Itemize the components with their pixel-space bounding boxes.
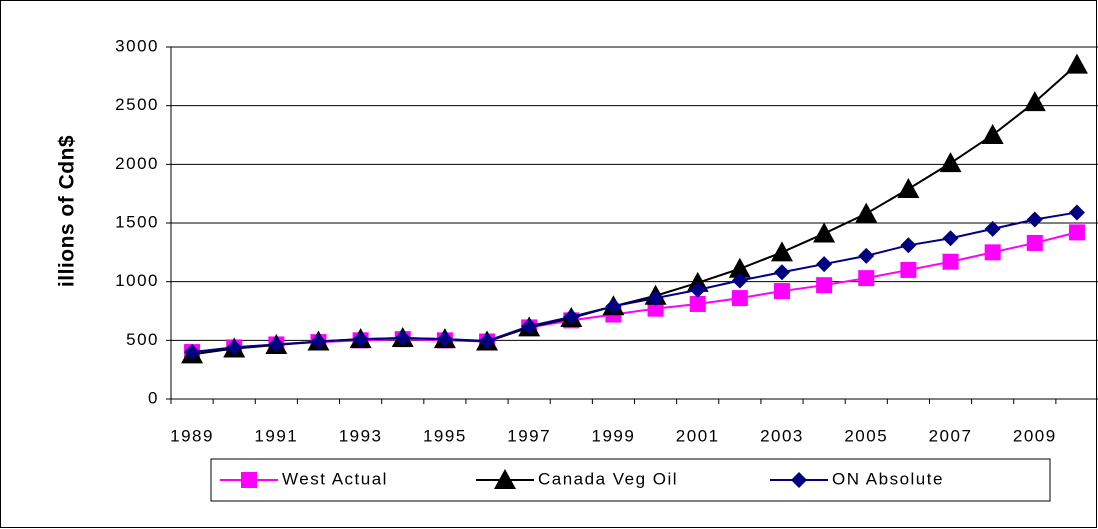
data-point — [1065, 53, 1088, 74]
x-tick-label: 2001 — [676, 426, 720, 445]
x-tick-label: 2009 — [1013, 426, 1057, 445]
legend-box — [210, 458, 1051, 502]
data-point — [984, 244, 1001, 261]
data-point — [310, 333, 327, 350]
data-point — [563, 308, 580, 325]
data-point — [770, 241, 793, 262]
data-point — [939, 152, 962, 173]
data-point — [394, 329, 411, 346]
data-point — [942, 253, 959, 270]
data-point — [900, 237, 917, 254]
legend-label: West Actual — [282, 469, 388, 488]
legend-marker — [791, 472, 807, 488]
data-point — [728, 257, 751, 278]
data-point — [858, 270, 875, 287]
legend-marker — [241, 472, 257, 488]
data-point — [984, 220, 1001, 237]
x-tick-label: 2007 — [929, 426, 973, 445]
data-point — [1068, 204, 1085, 221]
legend-label: Canada Veg Oil — [538, 469, 678, 488]
data-point — [521, 318, 538, 335]
y-axis-label: Millions of Cdn$ — [56, 135, 79, 305]
x-tick-label: 2003 — [760, 426, 804, 445]
data-point — [1023, 91, 1046, 112]
data-point — [268, 336, 285, 353]
data-point — [813, 222, 836, 243]
data-point — [184, 344, 201, 361]
data-point — [436, 331, 453, 348]
y-tick-label: 3000 — [115, 36, 159, 55]
data-point — [816, 256, 833, 273]
y-tick-label: 0 — [148, 388, 159, 407]
data-point — [1026, 234, 1043, 251]
legend-label: ON Absolute — [832, 469, 944, 488]
data-point — [942, 230, 959, 247]
y-tick-label: 500 — [126, 330, 159, 349]
data-point — [1026, 211, 1043, 228]
data-point — [816, 277, 833, 294]
data-point — [605, 298, 622, 315]
data-point — [900, 261, 917, 278]
y-tick-label: 1000 — [115, 271, 159, 290]
x-tick-label: 1993 — [339, 426, 383, 445]
data-point — [855, 202, 878, 223]
y-tick-label: 1500 — [115, 212, 159, 231]
data-point — [352, 331, 369, 348]
data-point — [647, 290, 664, 307]
data-point — [773, 264, 790, 281]
data-point — [858, 247, 875, 264]
data-point — [731, 290, 748, 307]
y-tick-label: 2500 — [115, 95, 159, 114]
x-tick-label: 1995 — [423, 426, 467, 445]
x-tick-label: 1989 — [170, 426, 214, 445]
x-tick-label: 2005 — [844, 426, 888, 445]
data-point — [897, 177, 920, 198]
data-point — [689, 295, 706, 312]
x-tick-label: 1997 — [507, 426, 551, 445]
x-tick-label: 1999 — [592, 426, 636, 445]
data-point — [226, 339, 243, 356]
legend-marker — [494, 469, 516, 489]
data-point — [686, 271, 709, 292]
data-point — [731, 272, 748, 289]
data-point — [479, 332, 496, 349]
series-line — [191, 211, 1078, 354]
data-point — [689, 281, 706, 298]
data-point — [773, 283, 790, 300]
data-point — [981, 124, 1004, 144]
x-tick-label: 1991 — [254, 426, 298, 445]
data-point — [1068, 224, 1085, 241]
y-tick-label: 2000 — [115, 154, 159, 173]
